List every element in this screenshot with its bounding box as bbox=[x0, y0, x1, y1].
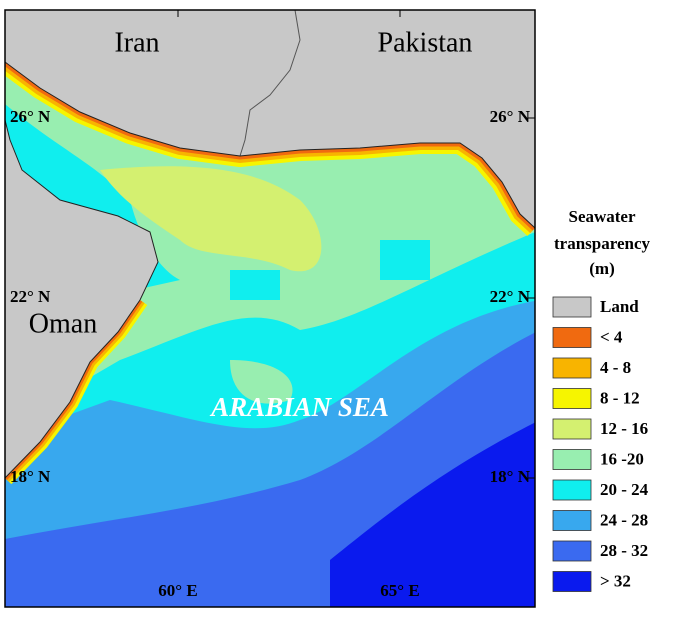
legend-label: > 32 bbox=[600, 571, 631, 590]
legend-swatch bbox=[552, 357, 592, 379]
latitude-label: 26° N bbox=[10, 107, 51, 126]
sea bbox=[5, 62, 535, 607]
legend-swatch bbox=[552, 449, 592, 470]
legend-swatch bbox=[552, 571, 592, 592]
legend-label: < 4 bbox=[600, 327, 623, 346]
country-label: Pakistan bbox=[378, 27, 473, 58]
legend-swatch bbox=[552, 418, 592, 440]
latitude-label: 18° N bbox=[10, 467, 51, 486]
longitude-label: 60° E bbox=[158, 581, 197, 600]
legend-label: 4 - 8 bbox=[600, 358, 631, 377]
legend-swatch bbox=[552, 388, 592, 409]
coastline bbox=[4, 119, 159, 479]
country-label: Iran bbox=[114, 27, 159, 58]
latitude-label: 22° N bbox=[490, 287, 531, 306]
legend-label: 20 - 24 bbox=[600, 480, 649, 499]
legend-label: 28 - 32 bbox=[600, 541, 648, 560]
legend-swatch bbox=[552, 510, 592, 531]
legend-title: transparency bbox=[554, 234, 651, 253]
legend-swatch bbox=[552, 296, 592, 318]
legend: Seawater transparency (m) Land < 4 4 - 8 8 - 1… bbox=[552, 207, 651, 592]
legend-title: Seawater bbox=[568, 207, 635, 226]
legend-label: 24 - 28 bbox=[600, 510, 648, 529]
border bbox=[239, 9, 301, 157]
legend-swatch bbox=[552, 479, 592, 501]
map-frame bbox=[4, 9, 536, 608]
graticule: 26° N 26° N 22° N 22° N 18° N 18° N 60° E 65° E bbox=[10, 10, 535, 600]
latitude-label: 22° N bbox=[10, 287, 51, 306]
zone bbox=[330, 420, 535, 607]
coastline bbox=[4, 61, 536, 229]
country-label: Oman bbox=[29, 308, 97, 339]
map bbox=[5, 10, 535, 607]
zone bbox=[230, 360, 293, 404]
legend-label: 8 - 12 bbox=[600, 388, 640, 407]
legend-label: 12 - 16 bbox=[600, 419, 648, 438]
latitude-label: 26° N bbox=[490, 107, 531, 126]
latitude-label: 18° N bbox=[490, 467, 531, 486]
zone bbox=[100, 166, 322, 272]
legend-label: Land bbox=[600, 297, 639, 316]
zone bbox=[230, 240, 430, 300]
legend-label: 16 -20 bbox=[600, 449, 644, 468]
longitude-label: 65° E bbox=[380, 581, 419, 600]
legend-swatch bbox=[552, 540, 592, 562]
sea-label: ARABIAN SEA bbox=[209, 392, 389, 422]
legend-title: (m) bbox=[589, 259, 614, 278]
legend-swatch bbox=[552, 327, 592, 348]
